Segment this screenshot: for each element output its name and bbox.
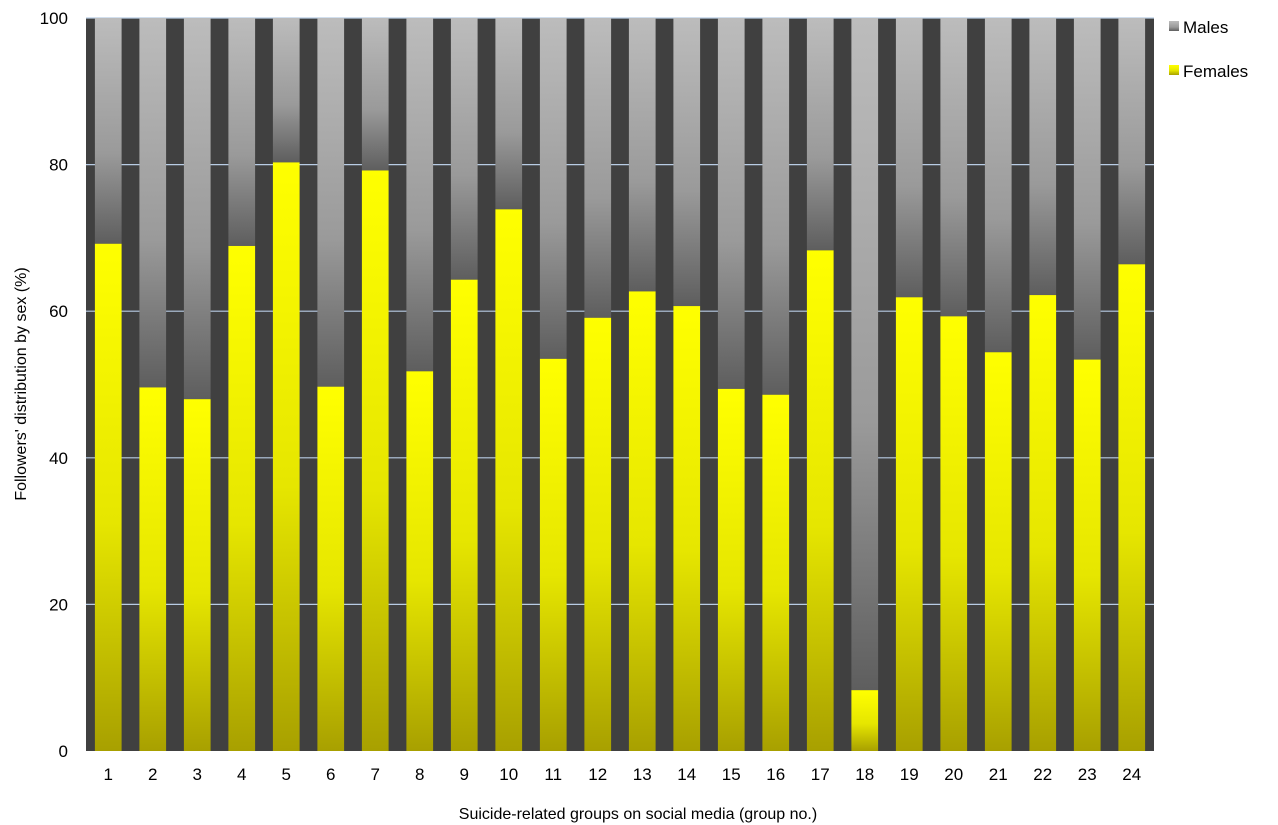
y-tick-label: 20 [49,595,68,614]
bar-females-group-19 [895,297,923,751]
x-tick-label: 9 [460,765,469,784]
bar-females-group-11 [539,358,567,751]
y-tick-label: 80 [49,156,68,175]
bar-females-group-3 [183,399,211,751]
x-tick-label: 13 [633,765,652,784]
y-tick-labels: 0 20 40 60 80 100 [40,9,68,761]
bar-males-group-8 [406,18,434,372]
y-tick-label: 0 [59,742,68,761]
bar-females-group-10 [495,209,523,752]
bar-males-group-11 [539,18,567,359]
bar-males-group-14 [673,18,701,307]
x-tick-label: 20 [944,765,963,784]
bar-males-group-9 [450,18,478,280]
x-tick-label: 5 [282,765,291,784]
bar-males-group-18 [851,18,879,691]
x-tick-label: 21 [989,765,1008,784]
bar-males-group-16 [762,18,790,395]
bar-females-group-20 [940,316,968,751]
bar-males-group-7 [361,18,389,171]
x-tick-label: 7 [371,765,380,784]
x-tick-label: 16 [766,765,785,784]
x-tick-label: 2 [148,765,157,784]
bar-males-group-12 [584,18,612,318]
x-tick-label: 15 [722,765,741,784]
bar-females-group-14 [673,306,701,751]
bar-males-group-17 [806,18,834,251]
bar-males-group-10 [495,18,523,210]
bar-males-group-13 [628,18,656,292]
bar-males-group-15 [717,18,745,389]
bars [94,18,1146,752]
y-tick-label: 60 [49,302,68,321]
bar-females-group-1 [94,243,122,752]
bar-females-group-13 [628,291,656,751]
bar-females-group-4 [228,245,256,751]
bar-females-group-23 [1073,359,1101,751]
bar-females-group-24 [1118,264,1146,751]
bar-males-group-19 [895,18,923,298]
x-axis-title: Suicide-related groups on social media (… [459,806,817,823]
bar-males-group-1 [94,18,122,244]
bar-males-group-20 [940,18,968,317]
bar-females-group-17 [806,250,834,751]
x-tick-label: 19 [900,765,919,784]
x-tick-label: 24 [1122,765,1141,784]
x-tick-label: 6 [326,765,335,784]
bar-females-group-6 [317,386,345,751]
x-tick-label: 4 [237,765,246,784]
bar-females-group-2 [139,387,167,751]
bar-males-group-23 [1073,18,1101,360]
x-tick-label: 11 [544,765,562,784]
y-tick-label: 100 [40,9,68,28]
legend-label-females: Females [1183,62,1248,81]
legend: Males Females [1169,18,1248,81]
x-tick-label: 23 [1078,765,1097,784]
x-tick-labels: 1 2 3 4 5 6 7 8 9 10 11 12 13 14 15 16 17 18 19 20 21 22 23 24 [104,765,1142,784]
bar-males-group-4 [228,18,256,246]
bar-females-group-22 [1029,295,1057,751]
bar-males-group-24 [1118,18,1146,265]
x-tick-label: 12 [588,765,607,784]
legend-label-males: Males [1183,18,1228,37]
x-tick-label: 14 [677,765,696,784]
bar-females-group-15 [717,388,745,751]
legend-swatch-females [1169,65,1179,75]
bar-males-group-6 [317,18,345,387]
bar-males-group-3 [183,18,211,400]
x-tick-label: 18 [855,765,874,784]
bar-males-group-22 [1029,18,1057,296]
x-tick-label: 1 [104,765,113,784]
bar-females-group-7 [361,170,389,752]
y-tick-label: 40 [49,449,68,468]
gridlines [86,17,1154,606]
bar-females-group-8 [406,371,434,751]
legend-swatch-males [1169,21,1179,31]
bar-males-group-5 [272,18,300,163]
x-tick-label: 22 [1033,765,1052,784]
bar-males-group-21 [984,18,1012,353]
x-tick-label: 3 [193,765,202,784]
y-axis-title: Followers' distribution by sex (%) [13,267,30,500]
x-tick-label: 17 [811,765,830,784]
bar-males-group-2 [139,18,167,388]
bar-females-group-21 [984,352,1012,751]
bar-females-group-5 [272,162,300,751]
bar-females-group-9 [450,279,478,751]
bar-females-group-16 [762,394,790,751]
bar-females-group-18 [851,690,879,751]
plot-area [86,18,1154,751]
x-tick-label: 10 [499,765,518,784]
x-tick-label: 8 [415,765,424,784]
bar-females-group-12 [584,317,612,751]
